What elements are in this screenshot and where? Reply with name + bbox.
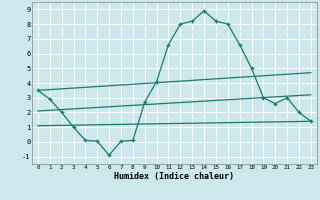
X-axis label: Humidex (Indice chaleur): Humidex (Indice chaleur) (115, 172, 234, 181)
